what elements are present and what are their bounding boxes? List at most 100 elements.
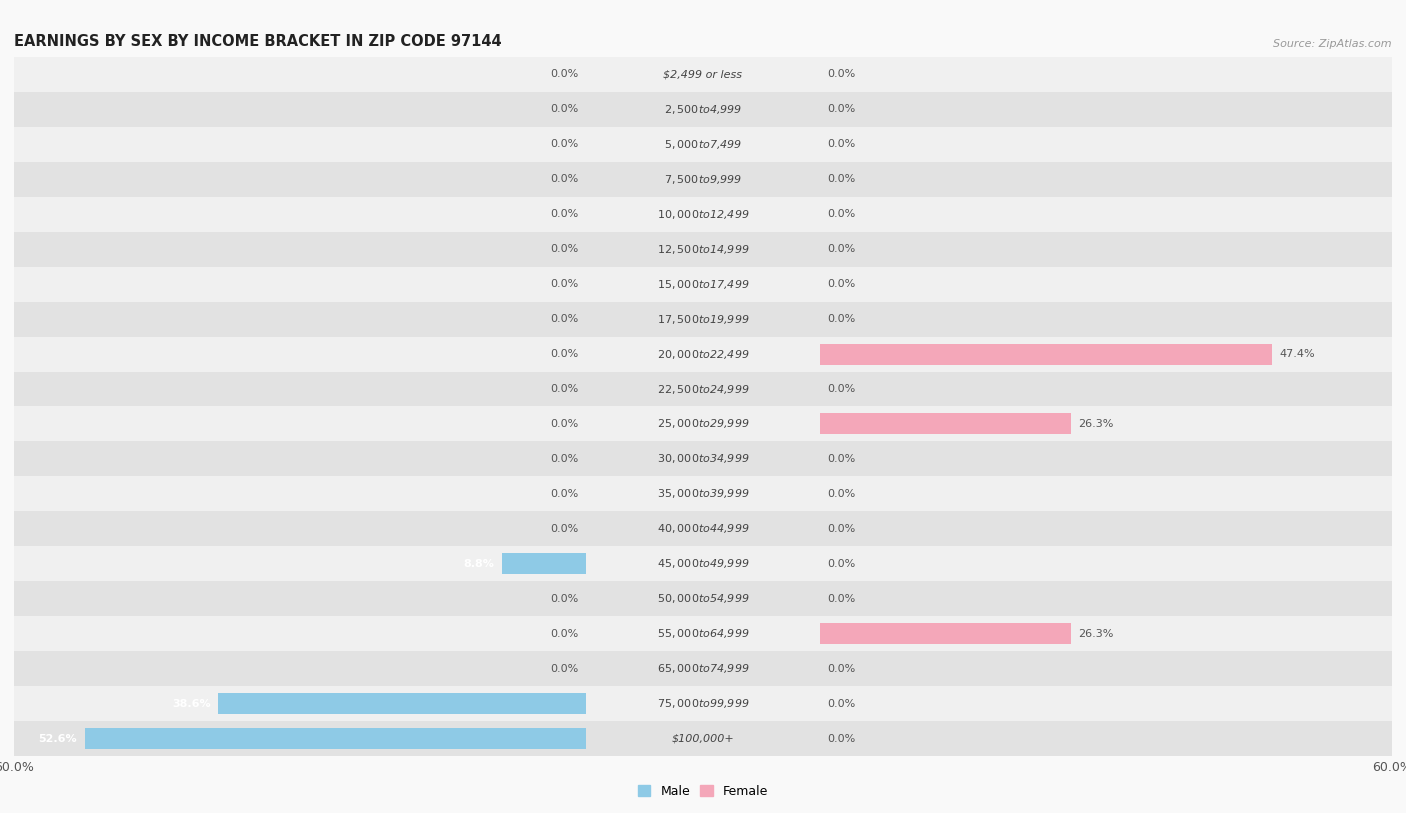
Bar xyxy=(0,476,1406,511)
Text: 0.0%: 0.0% xyxy=(827,698,856,709)
Bar xyxy=(0,232,1406,267)
Text: 0.0%: 0.0% xyxy=(550,244,579,254)
Bar xyxy=(0,406,1406,441)
Text: $22,500 to $24,999: $22,500 to $24,999 xyxy=(657,383,749,395)
Bar xyxy=(820,624,1070,644)
Bar xyxy=(0,267,1406,302)
Bar xyxy=(0,721,1406,756)
Bar xyxy=(0,92,1406,127)
Bar xyxy=(0,302,1406,337)
Text: $100,000+: $100,000+ xyxy=(672,733,734,744)
Bar xyxy=(820,344,1272,364)
Text: $12,500 to $14,999: $12,500 to $14,999 xyxy=(657,243,749,255)
Bar xyxy=(0,511,1406,546)
Text: 0.0%: 0.0% xyxy=(827,104,856,115)
Text: 0.0%: 0.0% xyxy=(827,454,856,464)
Bar xyxy=(0,127,1406,162)
Text: 0.0%: 0.0% xyxy=(550,104,579,115)
Text: 0.0%: 0.0% xyxy=(827,489,856,499)
Bar xyxy=(0,302,1406,337)
Text: 0.0%: 0.0% xyxy=(550,279,579,289)
Text: 0.0%: 0.0% xyxy=(550,593,579,604)
Text: 26.3%: 26.3% xyxy=(1078,628,1114,639)
Text: $20,000 to $22,499: $20,000 to $22,499 xyxy=(657,348,749,360)
Bar xyxy=(0,441,1406,476)
Text: $2,499 or less: $2,499 or less xyxy=(664,69,742,80)
Text: 47.4%: 47.4% xyxy=(1279,349,1315,359)
Legend: Male, Female: Male, Female xyxy=(633,780,773,802)
Bar xyxy=(0,546,1406,581)
Text: 0.0%: 0.0% xyxy=(827,69,856,80)
Bar xyxy=(0,511,1406,546)
Text: 0.0%: 0.0% xyxy=(550,139,579,150)
Text: $7,500 to $9,999: $7,500 to $9,999 xyxy=(664,173,742,185)
Bar xyxy=(0,651,1406,686)
Text: 52.6%: 52.6% xyxy=(38,733,77,744)
Bar xyxy=(0,162,1406,197)
Text: 0.0%: 0.0% xyxy=(550,349,579,359)
Bar xyxy=(0,267,1406,302)
Bar xyxy=(0,581,1406,616)
Bar xyxy=(218,693,586,714)
Text: 0.0%: 0.0% xyxy=(827,209,856,220)
Bar xyxy=(0,686,1406,721)
Bar xyxy=(0,546,1406,581)
Text: 0.0%: 0.0% xyxy=(827,524,856,534)
Bar xyxy=(0,721,1406,756)
Bar xyxy=(0,616,1406,651)
Text: 0.0%: 0.0% xyxy=(550,314,579,324)
Bar xyxy=(0,616,1406,651)
Bar xyxy=(0,406,1406,441)
Text: 0.0%: 0.0% xyxy=(550,419,579,429)
Bar xyxy=(0,441,1406,476)
Text: 0.0%: 0.0% xyxy=(550,209,579,220)
Text: 26.3%: 26.3% xyxy=(1078,419,1114,429)
Bar xyxy=(0,581,1406,616)
Bar xyxy=(0,337,1406,372)
Text: $25,000 to $29,999: $25,000 to $29,999 xyxy=(657,418,749,430)
Text: Source: ZipAtlas.com: Source: ZipAtlas.com xyxy=(1274,39,1392,49)
Text: $17,500 to $19,999: $17,500 to $19,999 xyxy=(657,313,749,325)
Bar xyxy=(0,197,1406,232)
Bar xyxy=(0,686,1406,721)
Text: $50,000 to $54,999: $50,000 to $54,999 xyxy=(657,593,749,605)
Bar xyxy=(0,406,1406,441)
Text: EARNINGS BY SEX BY INCOME BRACKET IN ZIP CODE 97144: EARNINGS BY SEX BY INCOME BRACKET IN ZIP… xyxy=(14,34,502,49)
Bar xyxy=(0,197,1406,232)
Text: $75,000 to $99,999: $75,000 to $99,999 xyxy=(657,698,749,710)
Text: 0.0%: 0.0% xyxy=(827,593,856,604)
Bar xyxy=(0,267,1406,302)
Text: 0.0%: 0.0% xyxy=(550,628,579,639)
Text: 0.0%: 0.0% xyxy=(827,244,856,254)
Text: $65,000 to $74,999: $65,000 to $74,999 xyxy=(657,663,749,675)
Text: 0.0%: 0.0% xyxy=(827,174,856,185)
Bar xyxy=(0,57,1406,92)
Bar xyxy=(0,476,1406,511)
Text: $55,000 to $64,999: $55,000 to $64,999 xyxy=(657,628,749,640)
Bar xyxy=(0,127,1406,162)
Text: 0.0%: 0.0% xyxy=(550,489,579,499)
Text: 0.0%: 0.0% xyxy=(550,454,579,464)
Text: $2,500 to $4,999: $2,500 to $4,999 xyxy=(664,103,742,115)
Bar xyxy=(0,232,1406,267)
Bar xyxy=(0,92,1406,127)
Bar xyxy=(0,57,1406,92)
Bar xyxy=(0,476,1406,511)
Text: 0.0%: 0.0% xyxy=(550,524,579,534)
Text: 0.0%: 0.0% xyxy=(550,663,579,674)
Bar xyxy=(0,441,1406,476)
Bar xyxy=(0,127,1406,162)
Bar xyxy=(0,511,1406,546)
Bar xyxy=(0,651,1406,686)
Bar xyxy=(0,581,1406,616)
Bar xyxy=(0,616,1406,651)
Text: 0.0%: 0.0% xyxy=(827,559,856,569)
Text: $45,000 to $49,999: $45,000 to $49,999 xyxy=(657,558,749,570)
Text: 0.0%: 0.0% xyxy=(827,279,856,289)
Text: 38.6%: 38.6% xyxy=(172,698,211,709)
Bar xyxy=(502,554,586,574)
Text: $35,000 to $39,999: $35,000 to $39,999 xyxy=(657,488,749,500)
Text: 0.0%: 0.0% xyxy=(550,174,579,185)
Bar xyxy=(0,372,1406,406)
Bar xyxy=(0,302,1406,337)
